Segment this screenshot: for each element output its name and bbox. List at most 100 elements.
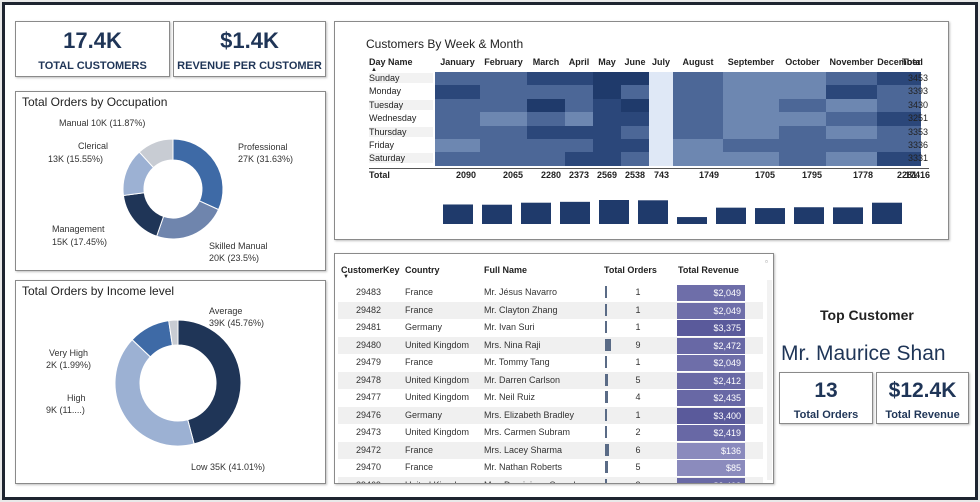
table-row[interactable] bbox=[338, 389, 763, 406]
heat-cell[interactable] bbox=[565, 85, 593, 99]
income-slice-very-high[interactable] bbox=[168, 319, 179, 346]
heat-cell[interactable] bbox=[723, 112, 779, 126]
occupation-slice-professional[interactable] bbox=[172, 138, 224, 211]
heat-cell[interactable] bbox=[621, 72, 649, 86]
heat-cell[interactable] bbox=[723, 85, 779, 99]
heat-cell[interactable] bbox=[593, 98, 621, 113]
heat-cell[interactable] bbox=[877, 72, 921, 86]
income-slice-low[interactable] bbox=[114, 338, 195, 447]
heat-cell[interactable] bbox=[480, 98, 527, 113]
customer-table-card[interactable]: CustomerKey ▼ Country Full Name Total Or… bbox=[334, 253, 774, 484]
heat-cell[interactable] bbox=[779, 85, 826, 99]
heat-cell[interactable] bbox=[593, 72, 621, 86]
heat-cell[interactable] bbox=[621, 152, 649, 166]
top-customer-orders-card[interactable]: 13 Total Orders bbox=[779, 372, 873, 424]
month-total-bar-january[interactable] bbox=[443, 204, 473, 224]
col-header-total-revenue[interactable]: Total Revenue bbox=[678, 265, 739, 275]
col-header-full-name[interactable]: Full Name bbox=[484, 265, 528, 275]
month-total-bar-march[interactable] bbox=[521, 202, 551, 224]
heat-cell[interactable] bbox=[435, 152, 480, 166]
col-header-total-orders[interactable]: Total Orders bbox=[604, 265, 657, 275]
heat-cell[interactable] bbox=[723, 72, 779, 86]
heat-cell[interactable] bbox=[565, 72, 593, 86]
month-total-bar-april[interactable] bbox=[560, 201, 590, 224]
heat-cell[interactable] bbox=[593, 85, 621, 99]
heat-cell[interactable] bbox=[826, 152, 877, 166]
month-total-bar-june[interactable] bbox=[638, 200, 668, 224]
month-total-bar-may[interactable] bbox=[599, 200, 629, 224]
day-name-header[interactable]: Day Name bbox=[369, 57, 413, 67]
heat-cell[interactable] bbox=[480, 139, 527, 153]
income-donut-card[interactable]: Total Orders by Income level Average 39K… bbox=[15, 280, 326, 484]
heat-cell[interactable] bbox=[435, 85, 480, 99]
heat-cell[interactable] bbox=[621, 125, 649, 139]
col-header-customer-key[interactable]: CustomerKey bbox=[341, 265, 400, 275]
heat-cell[interactable] bbox=[593, 125, 621, 139]
income-slice-average[interactable] bbox=[177, 319, 242, 445]
heat-cell[interactable] bbox=[480, 85, 527, 99]
heat-cell[interactable] bbox=[565, 112, 593, 126]
heat-cell[interactable] bbox=[593, 139, 621, 153]
heat-cell[interactable] bbox=[480, 152, 527, 166]
table-row[interactable] bbox=[338, 284, 763, 301]
kpi-total-customers[interactable]: 17.4K TOTAL CUSTOMERS bbox=[15, 21, 170, 77]
heat-cell[interactable] bbox=[480, 125, 527, 139]
heat-cell[interactable] bbox=[649, 152, 673, 166]
table-row[interactable] bbox=[338, 301, 763, 319]
heat-cell[interactable] bbox=[593, 112, 621, 126]
heat-cell[interactable] bbox=[673, 85, 723, 99]
table-row[interactable] bbox=[338, 424, 763, 441]
heat-cell[interactable] bbox=[593, 152, 621, 166]
heat-cell[interactable] bbox=[826, 139, 877, 153]
heat-cell[interactable] bbox=[527, 139, 565, 153]
heat-cell[interactable] bbox=[621, 98, 649, 113]
heat-cell[interactable] bbox=[649, 125, 673, 139]
kpi-revenue-per-customer[interactable]: $1.4K REVENUE PER CUSTOMER bbox=[173, 21, 326, 77]
heat-cell[interactable] bbox=[877, 85, 921, 99]
heat-cell[interactable] bbox=[649, 98, 673, 113]
heat-cell[interactable] bbox=[673, 152, 723, 166]
heat-cell[interactable] bbox=[779, 152, 826, 166]
heat-cell[interactable] bbox=[621, 85, 649, 99]
heat-cell[interactable] bbox=[673, 125, 723, 139]
top-customer-revenue-card[interactable]: $12.4K Total Revenue bbox=[876, 372, 969, 424]
occupation-donut-card[interactable]: Total Orders by Occupation Manual 10K (1… bbox=[15, 91, 326, 271]
heat-cell[interactable] bbox=[435, 112, 480, 126]
table-row[interactable] bbox=[338, 459, 763, 476]
occupation-slice-management[interactable] bbox=[122, 192, 165, 237]
heat-cell[interactable] bbox=[779, 98, 826, 113]
heat-cell[interactable] bbox=[877, 139, 921, 153]
table-scrollbar[interactable] bbox=[767, 280, 772, 480]
heat-cell[interactable] bbox=[435, 98, 480, 113]
table-row[interactable] bbox=[338, 441, 763, 459]
heat-cell[interactable] bbox=[565, 139, 593, 153]
heat-cell[interactable] bbox=[435, 139, 480, 153]
heat-cell[interactable] bbox=[673, 112, 723, 126]
heat-cell[interactable] bbox=[480, 72, 527, 86]
occupation-slice-skilled-manual[interactable] bbox=[156, 200, 220, 240]
heat-cell[interactable] bbox=[621, 112, 649, 126]
table-row[interactable] bbox=[338, 406, 763, 424]
heat-cell[interactable] bbox=[723, 152, 779, 166]
table-row[interactable] bbox=[338, 371, 763, 389]
heat-cell[interactable] bbox=[649, 85, 673, 99]
heat-cell[interactable] bbox=[779, 72, 826, 86]
heat-cell[interactable] bbox=[826, 98, 877, 113]
occupation-slice-manual[interactable] bbox=[138, 138, 174, 169]
table-row[interactable] bbox=[338, 319, 763, 336]
heat-cell[interactable] bbox=[826, 112, 877, 126]
heat-cell[interactable] bbox=[877, 152, 921, 166]
heat-cell[interactable] bbox=[723, 139, 779, 153]
heat-cell[interactable] bbox=[673, 139, 723, 153]
heat-cell[interactable] bbox=[877, 98, 921, 113]
heat-cell[interactable] bbox=[649, 72, 673, 86]
heat-cell[interactable] bbox=[527, 125, 565, 139]
month-total-bar-february[interactable] bbox=[482, 204, 512, 224]
month-total-bar-september[interactable] bbox=[755, 208, 785, 224]
heat-cell[interactable] bbox=[826, 125, 877, 139]
heat-cell[interactable] bbox=[480, 112, 527, 126]
heat-cell[interactable] bbox=[673, 72, 723, 86]
table-row[interactable] bbox=[338, 476, 763, 483]
heat-cell[interactable] bbox=[673, 98, 723, 113]
heat-cell[interactable] bbox=[723, 98, 779, 113]
